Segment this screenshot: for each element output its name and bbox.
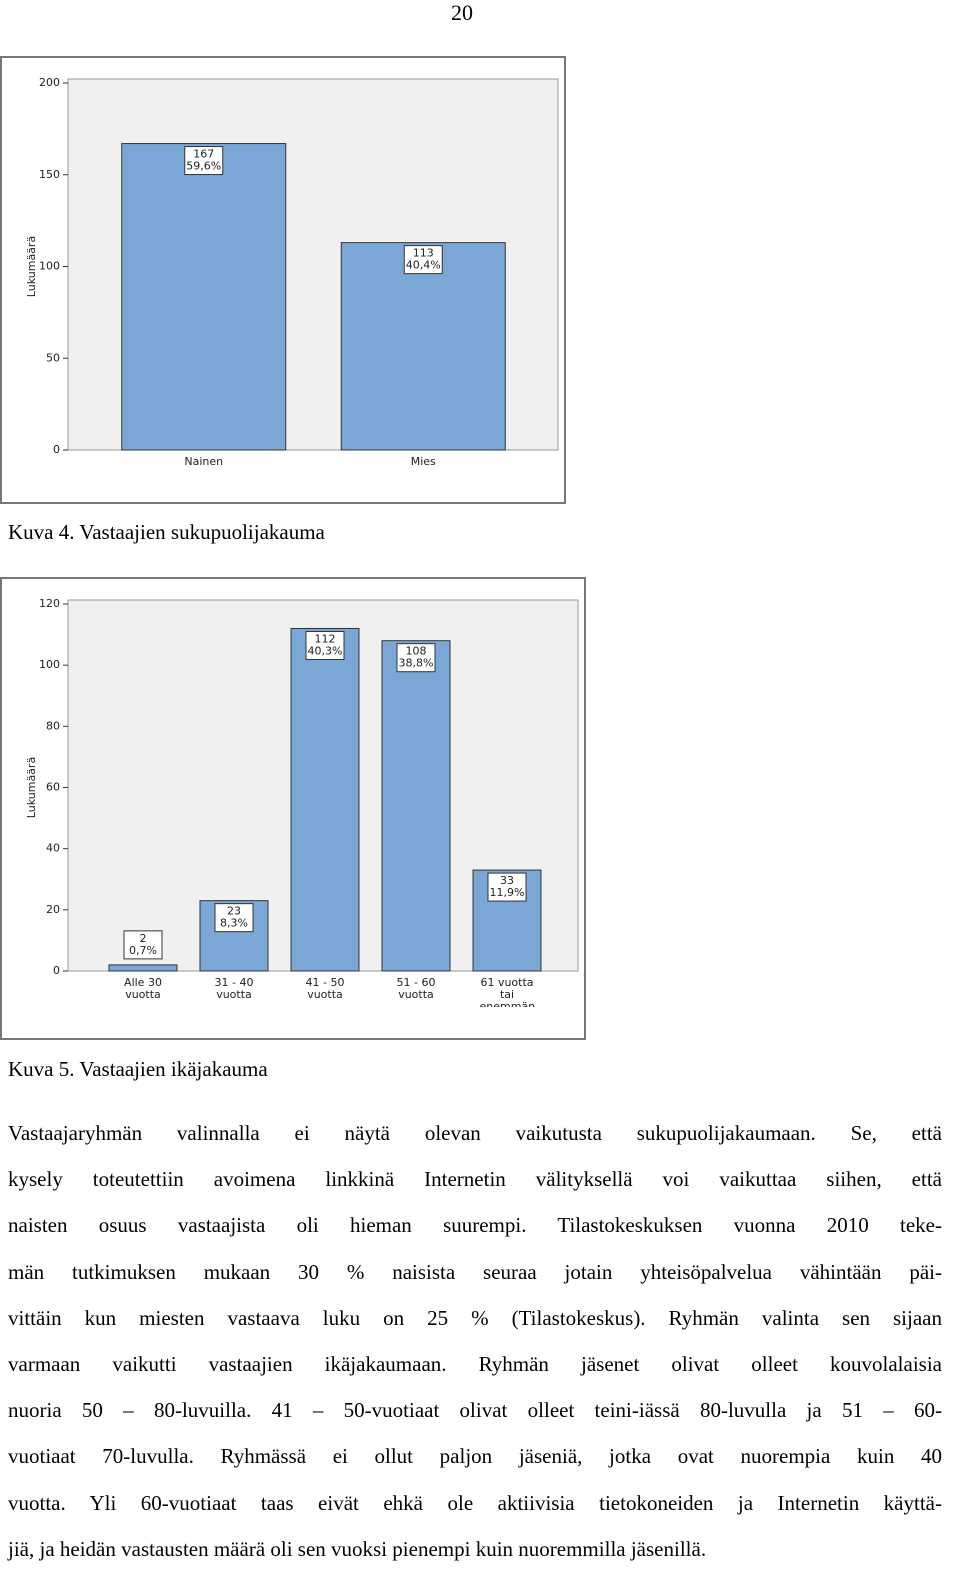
x-tick-label: 51 - 60 vuotta bbox=[396, 977, 436, 1001]
x-tick-label: Nainen bbox=[184, 456, 224, 468]
bar bbox=[121, 143, 287, 451]
label-box bbox=[396, 643, 436, 673]
percent-label: 40,4% bbox=[406, 259, 441, 272]
percent-label: 0,7% bbox=[129, 944, 157, 957]
y-tick-label: 100 bbox=[39, 260, 60, 273]
percent-label: 11,9% bbox=[490, 886, 525, 899]
bar bbox=[290, 627, 360, 972]
paragraph: Vastaajaryhmän valinnalla ei näytä oleva… bbox=[8, 1114, 942, 1576]
x-tick-group: 41 - 50 vuotta bbox=[305, 977, 345, 1001]
label-box bbox=[403, 245, 443, 275]
value-label: 112 bbox=[315, 632, 336, 645]
value-label: 33 bbox=[500, 874, 514, 887]
y-tick-label: 150 bbox=[39, 168, 60, 181]
x-tick-label: Alle 30 vuotta bbox=[124, 977, 162, 1001]
bar bbox=[108, 964, 178, 972]
label-box bbox=[123, 930, 163, 960]
text-line: vuotiaat 70-luvulla. Ryhmässä ei ollut p… bbox=[8, 1444, 942, 1469]
text-line: varmaan vaikutti vastaajien ikäjakaumaan… bbox=[8, 1351, 942, 1376]
label-box bbox=[487, 872, 527, 902]
value-label: 108 bbox=[406, 645, 427, 658]
y-tick-label: 200 bbox=[39, 76, 60, 89]
y-tick-label: 100 bbox=[39, 658, 60, 671]
x-tick-label: 61 vuotta tai enemmän bbox=[479, 977, 536, 1007]
x-tick-label: Mies bbox=[410, 456, 436, 468]
text-line: kysely toteutettiin avoimena linkkinä In… bbox=[8, 1167, 942, 1192]
y-tick-label: 0 bbox=[53, 443, 60, 456]
text-line: vuotta. Yli 60-vuotiaat taas eivät ehkä … bbox=[8, 1490, 942, 1515]
y-axis-label: Lukumäärä bbox=[25, 757, 38, 818]
text-line: jiä, ja heidän vastausten määrä oli sen … bbox=[8, 1536, 707, 1561]
x-tick-group: 61 vuotta tai enemmän bbox=[479, 977, 536, 1007]
y-tick-label: 20 bbox=[46, 903, 60, 916]
value-label: 167 bbox=[193, 148, 214, 161]
x-tick-group: 51 - 60 vuotta bbox=[396, 977, 436, 1001]
text-line: vittäin kun miesten vastaava luku on 25 … bbox=[8, 1305, 942, 1330]
value-label: 113 bbox=[413, 247, 434, 260]
y-tick-label: 120 bbox=[39, 597, 60, 610]
value-label: 2 bbox=[140, 932, 147, 945]
chart: 0 20 40 60 80 100 120 Lukumäärä 20,7% Alle 30 vuo… bbox=[0, 577, 586, 1040]
percent-label: 38,8% bbox=[399, 657, 434, 670]
text-line: Vastaajaryhmän valinnalla ei näytä oleva… bbox=[8, 1121, 942, 1145]
page-number: 20 bbox=[451, 0, 473, 25]
y-tick-label: 60 bbox=[46, 781, 60, 794]
x-tick-group: Alle 30 vuotta bbox=[124, 977, 162, 1001]
value-label: 23 bbox=[227, 905, 241, 918]
x-tick-label: 31 - 40 vuotta bbox=[214, 977, 254, 1001]
percent-label: 40,3% bbox=[308, 644, 343, 657]
caption: Kuva 4. Vastaajien sukupuolijakauma bbox=[8, 520, 325, 544]
label-box bbox=[184, 146, 224, 176]
x-tick-group: Nainen bbox=[184, 456, 224, 468]
bar bbox=[340, 242, 506, 451]
text-line: män tutkimuksen mukaan 30 % naisista seu… bbox=[8, 1259, 942, 1284]
label-box bbox=[305, 630, 345, 660]
label-box bbox=[214, 903, 254, 933]
text-line: nuoria 50 – 80-luvuilla. 41 – 50-vuotiaa… bbox=[8, 1398, 942, 1423]
bar bbox=[381, 640, 451, 972]
text-line: naisten osuus vastaajista oli hieman suu… bbox=[8, 1213, 942, 1238]
x-tick-group: 31 - 40 vuotta bbox=[214, 977, 254, 1001]
percent-label: 8,3% bbox=[220, 917, 248, 930]
y-tick-label: 40 bbox=[46, 842, 60, 855]
y-tick-label: 50 bbox=[46, 351, 60, 364]
y-tick-label: 80 bbox=[46, 719, 60, 732]
x-tick-group: Mies bbox=[410, 456, 436, 468]
y-axis-label: Lukumäärä bbox=[25, 236, 38, 297]
x-tick-label: 41 - 50 vuotta bbox=[305, 977, 345, 1001]
percent-label: 59,6% bbox=[186, 160, 221, 173]
caption: Kuva 5. Vastaajien ikäjakauma bbox=[8, 1057, 268, 1081]
y-tick-label: 0 bbox=[53, 964, 60, 977]
